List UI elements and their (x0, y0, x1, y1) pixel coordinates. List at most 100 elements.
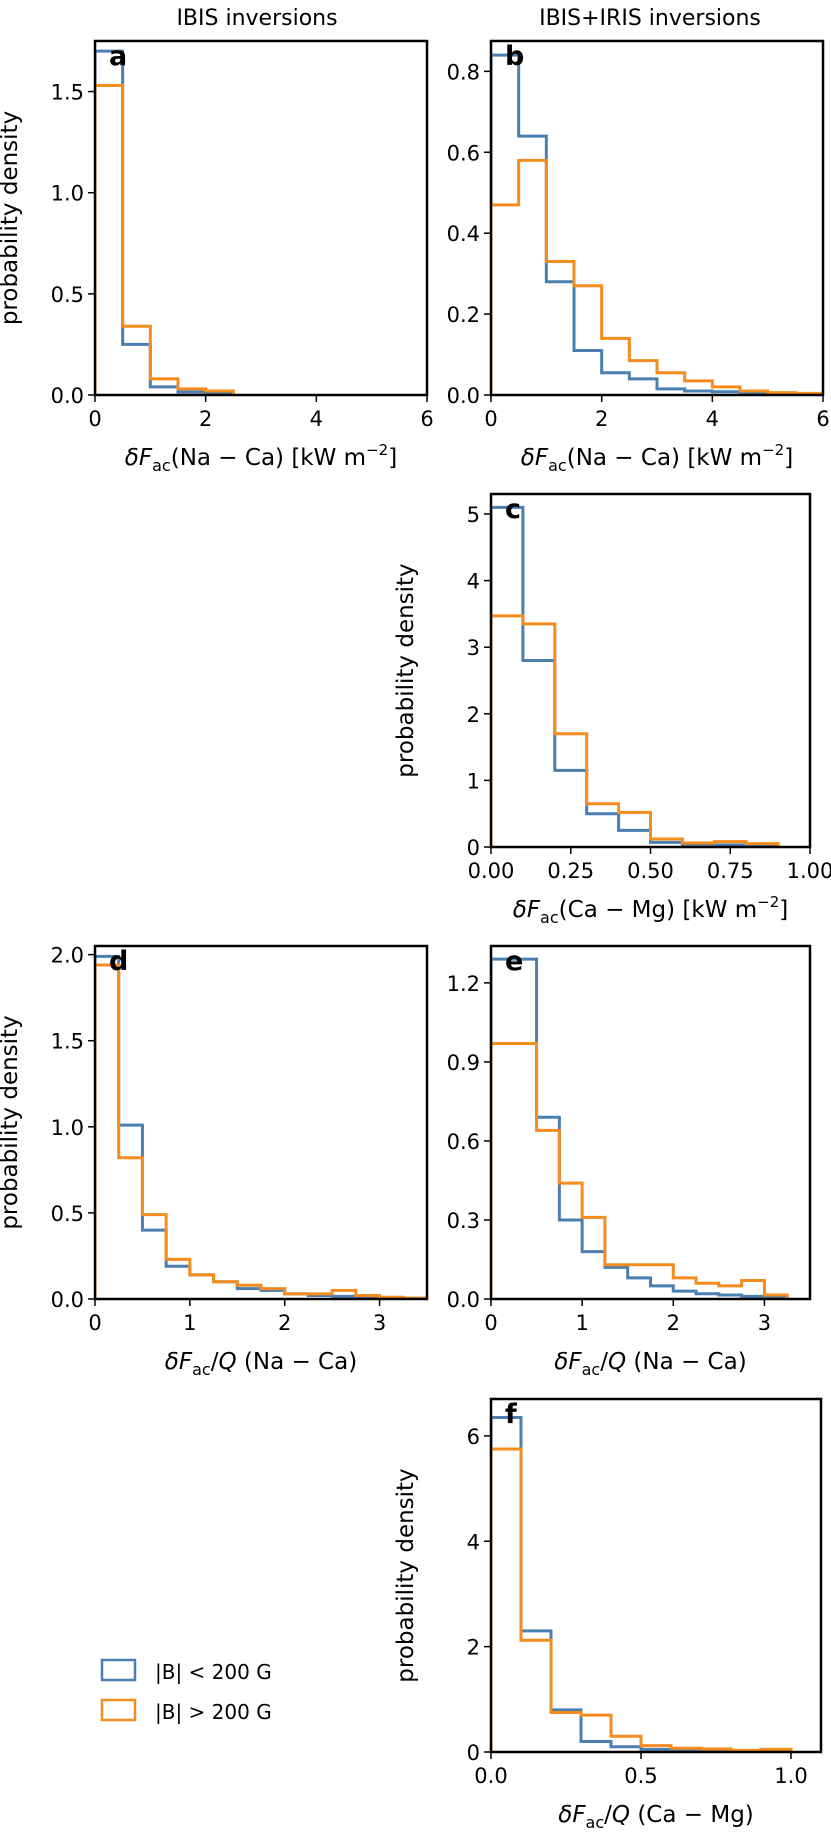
y-tick-label: 0.0 (447, 1288, 480, 1312)
histogram-weak-field-series (491, 53, 823, 395)
panel-letter: f (505, 1399, 517, 1430)
panel-d-histogram: 0 1 2 3 0.0 0.5 1.0 1.5 2.0 d probability density δ… (0, 944, 429, 1379)
x-axis-label: δFac(Ca − Mg) [kW m−2] (513, 893, 789, 927)
x-tick-label: 2 (199, 407, 212, 431)
y-tick-label: 0 (467, 836, 480, 860)
axes-frame (489, 492, 812, 849)
y-tick-label: 0.5 (51, 283, 84, 307)
legend: |B| < 200 G |B| > 200 G (100, 1658, 272, 1724)
x-tick-label: 0.0 (474, 1764, 507, 1788)
axes-frame (93, 944, 429, 1301)
x-tick-label: 0.25 (547, 859, 594, 883)
panel-a-histogram: 0 2 4 6 0.0 0.5 1.0 1.5 a probability density δFac… (0, 39, 434, 475)
x-tick-label: 4 (310, 407, 323, 431)
y-tick-label: 0.8 (447, 60, 480, 84)
histogram-strong-field-series (95, 963, 427, 1299)
axes-frame (489, 944, 812, 1301)
panel-f-histogram: 0.0 0.5 1.0 0 2 4 6 f probability density δFac/Q … (393, 1397, 823, 1832)
y-tick-label: 0.4 (447, 222, 480, 246)
y-tick-label: 0.9 (447, 1051, 480, 1075)
y-tick-label: 0.0 (447, 384, 480, 408)
histogram-strong-field-series (491, 158, 823, 395)
y-tick-label: 6 (467, 1425, 480, 1449)
panel-letter: a (109, 41, 127, 72)
x-axis-label: δFac/Q (Na − Ca) (554, 1349, 746, 1379)
histogram-strong-field-series (95, 84, 235, 395)
panel-e-histogram: 0 1 2 3 0.0 0.3 0.6 0.9 1.2 e δFac/Q (Na − Ca) (447, 944, 812, 1379)
x-tick-label: 1 (575, 1311, 588, 1335)
x-axis-label: δFac/Q (Ca − Mg) (558, 1802, 754, 1832)
y-tick-label: 3 (467, 636, 480, 660)
x-axis-label: δFac(Na − Ca) [kW m−2] (521, 441, 793, 475)
x-tick-label: 6 (816, 407, 829, 431)
panel-letter: b (505, 41, 524, 72)
panel-letter: c (505, 494, 521, 525)
y-tick-label: 1 (467, 769, 480, 793)
y-tick-label: 4 (467, 570, 480, 594)
x-tick-label: 0 (88, 407, 101, 431)
y-tick-label: 1.5 (51, 1030, 84, 1054)
y-axis-label: probability density (393, 563, 419, 777)
x-tick-label: 0.75 (707, 859, 754, 883)
panel-letter: e (505, 946, 523, 977)
y-tick-label: 1.5 (51, 81, 84, 105)
x-tick-label: 1.00 (787, 859, 831, 883)
panel-c-histogram: 0.00 0.25 0.50 0.75 1.00 0 1 2 3 4 5 c probability d… (393, 492, 831, 927)
x-tick-label: 6 (420, 407, 433, 431)
x-axis-label: δFac(Na − Ca) [kW m−2] (125, 441, 397, 475)
y-tick-label: 0.3 (447, 1209, 480, 1233)
y-tick-label: 0.0 (51, 1288, 84, 1312)
histogram-strong-field-series (491, 1447, 793, 1752)
y-tick-label: 0.6 (447, 141, 480, 165)
y-tick-label: 2 (467, 1636, 480, 1660)
x-tick-label: 0 (484, 407, 497, 431)
y-tick-label: 1.0 (51, 1116, 84, 1140)
x-tick-label: 0.5 (624, 1764, 657, 1788)
column-title-ibis: IBIS inversions (176, 6, 337, 31)
y-tick-label: 2.0 (51, 944, 84, 968)
histogram-weak-field-series (95, 49, 235, 395)
x-tick-label: 1 (183, 1311, 196, 1335)
x-tick-label: 0 (484, 1311, 497, 1335)
y-tick-label: 0.0 (51, 384, 84, 408)
histogram-weak-field-series (95, 954, 427, 1299)
histogram-weak-field-series (491, 957, 789, 1299)
y-tick-label: 5 (467, 503, 480, 527)
y-tick-label: 1.2 (447, 972, 480, 996)
x-tick-label: 2 (278, 1311, 291, 1335)
x-axis-label: δFac/Q (Na − Ca) (165, 1349, 357, 1379)
y-tick-label: 0 (467, 1741, 480, 1765)
x-tick-label: 2 (595, 407, 608, 431)
x-tick-label: 0.00 (468, 859, 515, 883)
histogram-strong-field-series (491, 1041, 789, 1299)
x-tick-label: 0.50 (627, 859, 674, 883)
y-tick-label: 0.2 (447, 303, 480, 327)
x-tick-label: 3 (758, 1311, 771, 1335)
histogram-strong-field-series (491, 614, 780, 847)
x-tick-label: 0 (88, 1311, 101, 1335)
x-tick-label: 2 (667, 1311, 680, 1335)
x-tick-label: 3 (373, 1311, 386, 1335)
legend-label-strong-field: |B| > 200 G (155, 1700, 272, 1724)
panel-letter: d (109, 946, 128, 977)
x-tick-label: 4 (706, 407, 719, 431)
y-tick-label: 2 (467, 703, 480, 727)
panel-b-histogram: 0 2 4 6 0.0 0.2 0.4 0.6 0.8 b δFac(Na − Ca) [kW m−… (447, 39, 830, 475)
axes-frame (93, 39, 429, 397)
axes-frame (489, 1397, 823, 1754)
legend-swatch-weak-field (100, 1658, 137, 1682)
y-tick-label: 4 (467, 1530, 480, 1554)
x-tick-label: 1.0 (774, 1764, 807, 1788)
legend-swatch-strong-field (100, 1698, 137, 1722)
y-tick-label: 0.6 (447, 1130, 480, 1154)
axes-frame (489, 39, 825, 397)
y-axis-label: probability density (0, 111, 23, 325)
histogram-weak-field-series (491, 505, 780, 847)
legend-label-weak-field: |B| < 200 G (155, 1660, 272, 1684)
y-tick-label: 0.5 (51, 1202, 84, 1226)
histogram-weak-field-series (491, 1415, 793, 1752)
y-axis-label: probability density (0, 1015, 23, 1229)
y-tick-label: 1.0 (51, 182, 84, 206)
column-title-ibis-iris: IBIS+IRIS inversions (539, 6, 761, 31)
